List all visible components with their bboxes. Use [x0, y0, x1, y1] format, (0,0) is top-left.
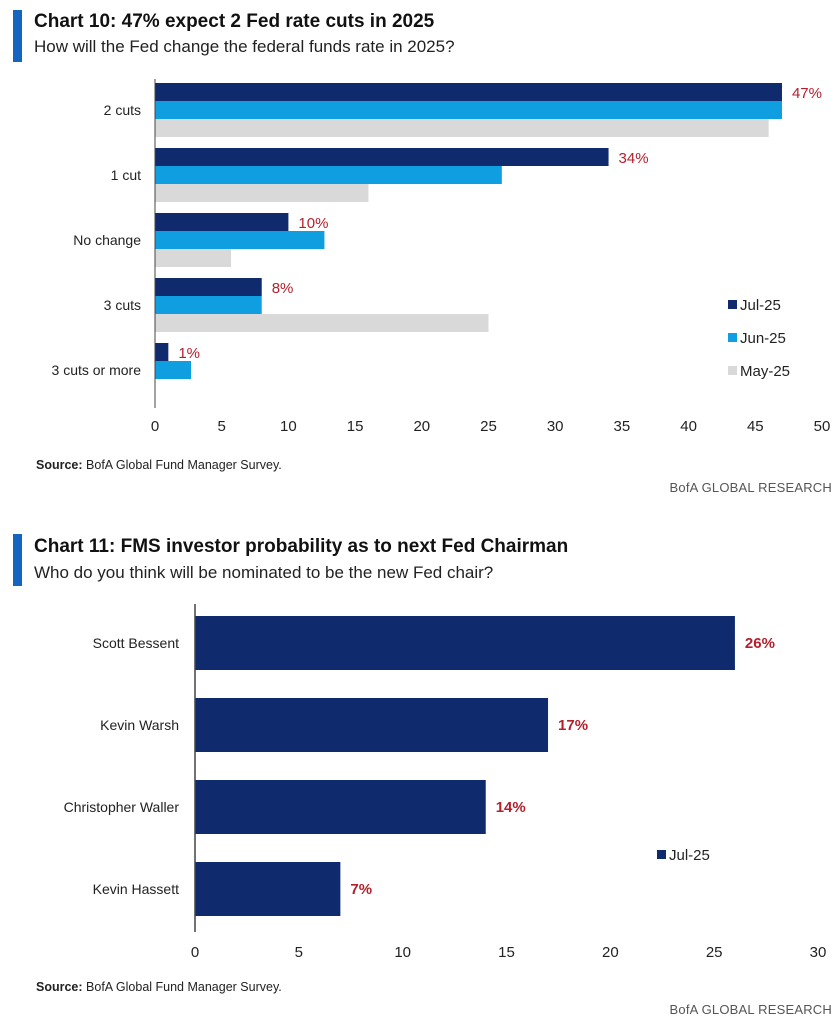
category-label: Kevin Warsh: [100, 717, 179, 733]
title-accent-bar: [13, 534, 22, 586]
category-label: Kevin Hassett: [93, 881, 179, 897]
bar-kevin-warsh: [195, 698, 549, 752]
x-tick-label: 5: [295, 944, 303, 961]
source-text: BofA Global Fund Manager Survey.: [86, 458, 282, 472]
source-label: Source:: [36, 458, 83, 472]
x-tick-label: 25: [480, 418, 497, 435]
data-label: 8%: [272, 280, 294, 297]
x-tick-label: 0: [151, 418, 159, 435]
legend-label-may-25: May-25: [740, 363, 790, 380]
bar-jun-25-3-cuts-or-more: [155, 361, 192, 379]
data-label: 7%: [350, 881, 372, 898]
source-label: Source:: [36, 980, 83, 994]
category-label: Christopher Waller: [64, 799, 180, 815]
bar-jul-25-no-change: [155, 213, 289, 231]
chart-subtitle: Who do you think will be nominated to be…: [34, 563, 494, 582]
bar-kevin-hassett: [195, 862, 341, 916]
x-tick-label: 25: [706, 944, 723, 961]
x-tick-label: 30: [810, 944, 827, 961]
data-label: 17%: [558, 717, 588, 734]
x-tick-label: 35: [614, 418, 631, 435]
chart-subtitle: How will the Fed change the federal fund…: [34, 37, 455, 56]
category-label: 1 cut: [111, 167, 141, 183]
x-tick-label: 45: [747, 418, 764, 435]
x-tick-label: 30: [547, 418, 564, 435]
bar-scott-bessent: [195, 616, 735, 670]
category-label: 2 cuts: [104, 102, 141, 118]
x-tick-label: 20: [602, 944, 619, 961]
category-label: 3 cuts or more: [52, 362, 142, 378]
data-label: 26%: [745, 635, 775, 652]
data-label: 1%: [178, 345, 200, 362]
bar-may-25-1-cut: [155, 184, 369, 202]
bar-jul-25-1-cut: [155, 148, 609, 166]
bar-may-25-3-cuts: [155, 314, 489, 332]
data-label: 34%: [619, 150, 649, 167]
category-label: No change: [73, 232, 141, 248]
category-label: 3 cuts: [104, 297, 141, 313]
bar-jul-25-3-cuts-or-more: [155, 343, 169, 361]
legend-label-jul-25: Jul-25: [740, 297, 781, 314]
bar-jul-25-3-cuts: [155, 278, 262, 296]
brand-footer: BofA GLOBAL RESEARCH: [669, 480, 832, 495]
bar-christopher-waller: [195, 780, 486, 834]
legend-label-jul-25: Jul-25: [669, 847, 710, 864]
legend-swatch-jul-25: [728, 300, 737, 309]
bar-may-25-2-cuts: [155, 119, 769, 137]
x-tick-label: 15: [347, 418, 364, 435]
x-tick-label: 10: [280, 418, 297, 435]
chart-11-panel: Chart 11: FMS investor probability as to…: [0, 530, 838, 1025]
chart-title: Chart 11: FMS investor probability as to…: [34, 536, 569, 557]
x-tick-label: 15: [498, 944, 515, 961]
chart-title: Chart 10: 47% expect 2 Fed rate cuts in …: [34, 11, 435, 32]
category-label: Scott Bessent: [93, 635, 179, 651]
x-tick-label: 0: [191, 944, 199, 961]
bar-jun-25-2-cuts: [155, 101, 782, 119]
bar-jul-25-2-cuts: [155, 83, 782, 101]
data-label: 14%: [496, 799, 526, 816]
chart-source: Source: BofA Global Fund Manager Survey.: [36, 458, 282, 472]
data-label: 47%: [792, 85, 822, 102]
bar-may-25-no-change: [155, 249, 232, 267]
title-accent-bar: [13, 10, 22, 62]
x-tick-label: 50: [814, 418, 831, 435]
chart-11-plot: Scott Bessent 26% Kevin Warsh 17% Christophe…: [64, 604, 827, 961]
legend-label-jun-25: Jun-25: [740, 330, 786, 347]
data-label: 10%: [298, 215, 328, 232]
bar-jun-25-no-change: [155, 231, 325, 249]
bar-jun-25-1-cut: [155, 166, 502, 184]
x-tick-label: 5: [218, 418, 226, 435]
chart-source: Source: BofA Global Fund Manager Survey.: [36, 980, 282, 994]
brand-footer: BofA GLOBAL RESEARCH: [669, 1002, 832, 1017]
chart-10-plot: 2 cuts 47% 1 cut 34% No change 10% 3 cuts 8% 3 c…: [52, 79, 831, 435]
chart-10-panel: Chart 10: 47% expect 2 Fed rate cuts in …: [0, 0, 838, 505]
x-tick-label: 20: [413, 418, 430, 435]
bar-jun-25-3-cuts: [155, 296, 262, 314]
x-tick-label: 10: [394, 944, 411, 961]
legend-swatch-may-25: [728, 366, 737, 375]
x-tick-label: 40: [680, 418, 697, 435]
legend-swatch-jul-25: [657, 850, 666, 859]
legend-swatch-jun-25: [728, 333, 737, 342]
source-text: BofA Global Fund Manager Survey.: [86, 980, 282, 994]
